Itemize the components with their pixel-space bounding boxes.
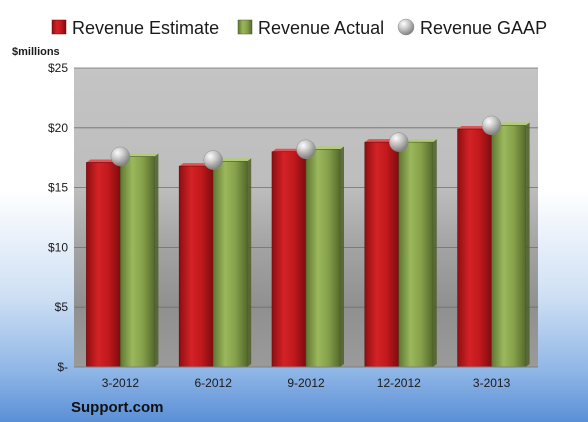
gaap-marker bbox=[481, 115, 502, 136]
bar-revenue-actual bbox=[120, 156, 155, 368]
legend-swatch-estimate bbox=[51, 19, 67, 35]
company-name: Support.com bbox=[71, 399, 164, 416]
gaap-markers bbox=[110, 115, 502, 170]
gaap-marker bbox=[296, 139, 316, 160]
legend: Revenue Estimate Revenue Actual Revenue … bbox=[51, 18, 547, 38]
legend-swatch-actual bbox=[237, 19, 253, 35]
x-tick-label: 9-2012 bbox=[287, 376, 325, 390]
y-tick-label: $5 bbox=[55, 300, 69, 314]
legend-label-actual: Revenue Actual bbox=[258, 18, 384, 38]
bar-revenue-estimate bbox=[86, 162, 121, 368]
y-axis-ticks: $- $5 $10 $15 $20 $25 bbox=[48, 61, 68, 374]
bars bbox=[86, 122, 530, 368]
y-axis-unit-label: $millions bbox=[12, 46, 60, 58]
x-tick-label: 12-2012 bbox=[377, 376, 421, 390]
bar-revenue-estimate bbox=[178, 165, 214, 368]
y-tick-label: $15 bbox=[48, 181, 68, 195]
x-tick-label: 6-2012 bbox=[195, 376, 233, 390]
bar-revenue-estimate bbox=[364, 141, 400, 368]
y-tick-label: $- bbox=[57, 360, 68, 374]
bar-revenue-actual bbox=[305, 149, 341, 368]
bar-revenue-actual bbox=[398, 141, 434, 368]
bar-revenue-actual-side bbox=[154, 153, 159, 367]
x-tick-label: 3-2012 bbox=[102, 376, 140, 390]
bar-revenue-actual bbox=[212, 160, 248, 368]
y-tick-label: $25 bbox=[48, 61, 68, 75]
y-tick-label: $20 bbox=[48, 121, 68, 135]
bar-revenue-actual-side bbox=[340, 146, 344, 367]
bar-revenue-estimate bbox=[457, 128, 492, 368]
gaap-marker bbox=[203, 150, 223, 170]
legend-label-gaap: Revenue GAAP bbox=[420, 18, 547, 38]
bar-revenue-actual-side bbox=[247, 158, 252, 367]
bar-revenue-estimate bbox=[271, 151, 307, 368]
x-tick-label: 3-2013 bbox=[473, 376, 511, 390]
y-tick-label: $10 bbox=[48, 240, 68, 254]
legend-marker-gaap bbox=[397, 18, 415, 36]
gaap-marker bbox=[110, 146, 131, 167]
bar-revenue-actual bbox=[491, 125, 526, 368]
bar-revenue-actual-side bbox=[525, 122, 530, 368]
gaap-marker bbox=[389, 132, 409, 152]
bar-revenue-actual-side bbox=[432, 139, 437, 367]
legend-label-estimate: Revenue Estimate bbox=[72, 18, 219, 38]
x-axis-ticks: 3-2012 6-2012 9-2012 12-2012 3-2013 bbox=[102, 376, 511, 390]
